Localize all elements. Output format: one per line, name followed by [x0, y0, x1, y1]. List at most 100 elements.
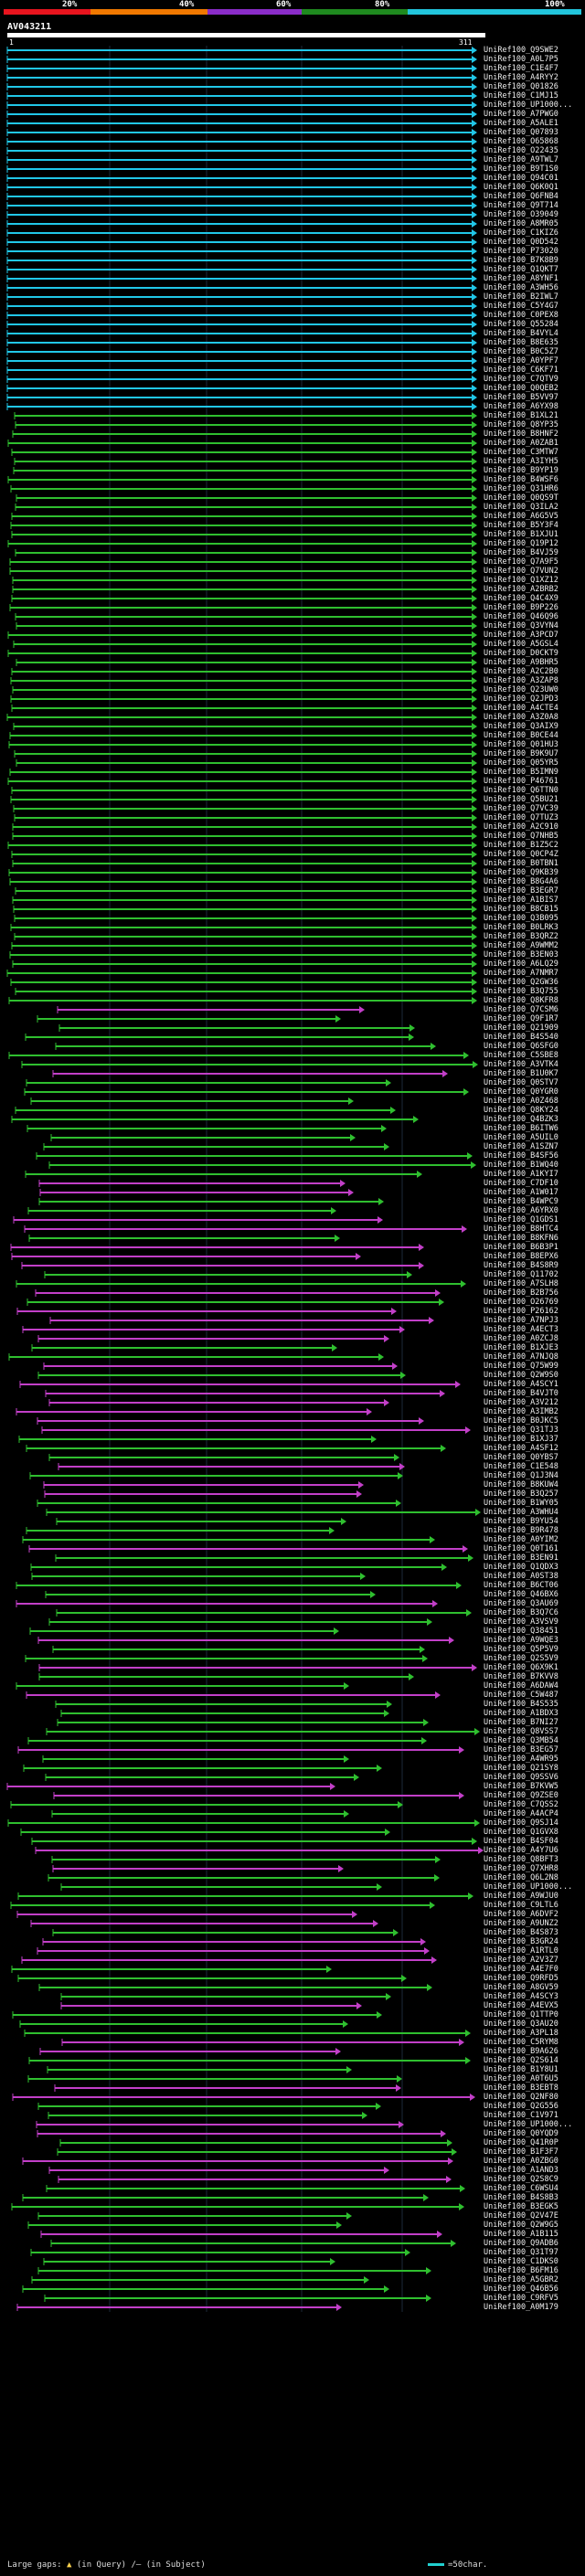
- hit-label[interactable]: UniRef100_A7NMR7: [484, 969, 558, 978]
- hit-label[interactable]: UniRef100_Q1XZ12: [484, 576, 558, 585]
- hit-label[interactable]: UniRef100_B0TBN1: [484, 859, 558, 868]
- hit-label[interactable]: UniRef100_A1W017: [484, 1188, 558, 1197]
- hit-label[interactable]: UniRef100_Q4C4X9: [484, 594, 558, 603]
- hit-label[interactable]: UniRef100_B8KUW4: [484, 1480, 558, 1489]
- hit-label[interactable]: UniRef100_Q2JPD3: [484, 694, 558, 704]
- hit-label[interactable]: UniRef100_A0YPF7: [484, 356, 558, 366]
- hit-label[interactable]: UniRef100_Q3ILA2: [484, 503, 558, 512]
- hit-label[interactable]: UniRef100_Q46BX6: [484, 1590, 558, 1599]
- hit-label[interactable]: UniRef100_B4SF56: [484, 1151, 558, 1161]
- hit-label[interactable]: UniRef100_Q9SSV6: [484, 1773, 558, 1782]
- hit-label[interactable]: UniRef100_B4VJT0: [484, 1389, 558, 1398]
- hit-label[interactable]: UniRef100_Q8YP35: [484, 420, 558, 429]
- hit-label[interactable]: UniRef100_A0Z468: [484, 1097, 558, 1106]
- hit-label[interactable]: UniRef100_A3WHU4: [484, 1508, 558, 1517]
- hit-label[interactable]: UniRef100_C7DF10: [484, 1179, 558, 1188]
- hit-label[interactable]: UniRef100_A0T6U5: [484, 2074, 558, 2083]
- hit-label[interactable]: UniRef100_B4WPC9: [484, 1197, 558, 1206]
- hit-label[interactable]: UniRef100_C6WSU4: [484, 2184, 558, 2193]
- hit-label[interactable]: UniRef100_Q94C01: [484, 174, 558, 183]
- hit-label[interactable]: UniRef100_A6LQ29: [484, 959, 558, 969]
- hit-label[interactable]: UniRef100_A4ECT3: [484, 1325, 558, 1334]
- hit-label[interactable]: UniRef100_Q1TTP0: [484, 2010, 558, 2019]
- hit-label[interactable]: UniRef100_Q1GDS1: [484, 1215, 558, 1224]
- hit-label[interactable]: UniRef100_Q9ADB6: [484, 2239, 558, 2248]
- hit-label[interactable]: UniRef100_B3Q755: [484, 987, 558, 996]
- hit-label[interactable]: UniRef100_B8KFN6: [484, 1234, 558, 1243]
- hit-label[interactable]: UniRef100_B3Q7C6: [484, 1608, 558, 1617]
- hit-label[interactable]: UniRef100_Q75W99: [484, 1362, 558, 1371]
- hit-label[interactable]: UniRef100_A4EVX5: [484, 2001, 558, 2010]
- hit-label[interactable]: UniRef100_A0ST38: [484, 1572, 558, 1581]
- hit-label[interactable]: UniRef100_B5VV97: [484, 393, 558, 402]
- hit-label[interactable]: UniRef100_D0CKT9: [484, 649, 558, 658]
- hit-label[interactable]: UniRef100_Q7VC39: [484, 804, 558, 813]
- hit-label[interactable]: UniRef100_P46761: [484, 777, 558, 786]
- hit-label[interactable]: UniRef100_Q31HR6: [484, 484, 558, 493]
- hit-label[interactable]: UniRef100_B1WQ40: [484, 1161, 558, 1170]
- hit-label[interactable]: UniRef100_A6G5V5: [484, 512, 558, 521]
- hit-label[interactable]: UniRef100_B1Y8U1: [484, 2065, 558, 2074]
- hit-label[interactable]: UniRef100_Q0CP4Z: [484, 850, 558, 859]
- hit-label[interactable]: UniRef100_A4E7F0: [484, 1965, 558, 1974]
- hit-label[interactable]: UniRef100_B3EG57: [484, 1745, 558, 1754]
- hit-label[interactable]: UniRef100_P26162: [484, 1307, 558, 1316]
- hit-label[interactable]: UniRef100_C5RYM8: [484, 2038, 558, 2047]
- hit-label[interactable]: UniRef100_B5IMN9: [484, 768, 558, 777]
- hit-label[interactable]: UniRef100_Q5BU21: [484, 795, 558, 804]
- hit-label[interactable]: UniRef100_Q05YR5: [484, 758, 558, 768]
- hit-label[interactable]: UniRef100_A4SCY1: [484, 1380, 558, 1389]
- hit-label[interactable]: UniRef100_B8EPX6: [484, 1252, 558, 1261]
- hit-label[interactable]: UniRef100_A1KYI7: [484, 1170, 558, 1179]
- hit-label[interactable]: UniRef100_B8G4A6: [484, 877, 558, 886]
- hit-label[interactable]: UniRef100_B1Z5C2: [484, 841, 558, 850]
- hit-label[interactable]: UniRef100_A9WMM2: [484, 941, 558, 950]
- hit-label[interactable]: UniRef100_B9R478: [484, 1526, 558, 1535]
- hit-label[interactable]: UniRef100_Q38451: [484, 1627, 558, 1636]
- hit-label[interactable]: UniRef100_Q1QDX3: [484, 1563, 558, 1572]
- hit-label[interactable]: UniRef100_Q6FNB4: [484, 192, 558, 201]
- hit-label[interactable]: UniRef100_B3EN91: [484, 1553, 558, 1563]
- hit-label[interactable]: UniRef100_B1WY05: [484, 1499, 558, 1508]
- hit-label[interactable]: UniRef100_B1U0K7: [484, 1069, 558, 1078]
- hit-label[interactable]: UniRef100_A0ZCJ8: [484, 1334, 558, 1343]
- hit-label[interactable]: UniRef100_B4S873: [484, 1928, 558, 1937]
- hit-label[interactable]: UniRef100_B9YU54: [484, 1517, 558, 1526]
- hit-label[interactable]: UniRef100_Q0YGR0: [484, 1087, 558, 1097]
- hit-label[interactable]: UniRef100_A6YRX0: [484, 1206, 558, 1215]
- hit-label[interactable]: UniRef100_A3VTK4: [484, 1060, 558, 1069]
- hit-label[interactable]: UniRef100_Q9SJ14: [484, 1818, 558, 1828]
- hit-label[interactable]: UniRef100_A3V212: [484, 1398, 558, 1407]
- hit-label[interactable]: UniRef100_B3QRZ2: [484, 932, 558, 941]
- hit-label[interactable]: UniRef100_B3EGK5: [484, 2202, 558, 2211]
- hit-label[interactable]: UniRef100_Q9F1R7: [484, 1014, 558, 1023]
- hit-label[interactable]: UniRef100_Q6TTN0: [484, 786, 558, 795]
- hit-label[interactable]: UniRef100_C9RFV5: [484, 2294, 558, 2303]
- hit-label[interactable]: UniRef100_Q7TUZ3: [484, 813, 558, 822]
- hit-label[interactable]: UniRef100_UP1000...: [484, 2120, 573, 2129]
- hit-label[interactable]: UniRef100_B3GR24: [484, 1937, 558, 1946]
- hit-label[interactable]: UniRef100_B9T1S0: [484, 164, 558, 174]
- hit-label[interactable]: UniRef100_C1E548: [484, 1462, 558, 1471]
- hit-label[interactable]: UniRef100_Q2G556: [484, 2102, 558, 2111]
- hit-label[interactable]: UniRef100_Q6L2N8: [484, 1873, 558, 1882]
- hit-label[interactable]: UniRef100_Q6X9K1: [484, 1663, 558, 1672]
- hit-label[interactable]: UniRef100_C3MTW7: [484, 448, 558, 457]
- hit-label[interactable]: UniRef100_B9YP19: [484, 466, 558, 475]
- hit-label[interactable]: UniRef100_B3EGR7: [484, 886, 558, 896]
- hit-label[interactable]: UniRef100_A0ZBG0: [484, 2157, 558, 2166]
- hit-label[interactable]: UniRef100_Q01826: [484, 82, 558, 91]
- hit-label[interactable]: UniRef100_C7QSS2: [484, 1800, 558, 1809]
- hit-label[interactable]: UniRef100_C5W487: [484, 1691, 558, 1700]
- hit-label[interactable]: UniRef100_A5ALE1: [484, 119, 558, 128]
- hit-label[interactable]: UniRef100_A4SCY3: [484, 1992, 558, 2001]
- hit-label[interactable]: UniRef100_O39049: [484, 210, 558, 219]
- hit-label[interactable]: UniRef100_A6YX98: [484, 402, 558, 411]
- hit-label[interactable]: UniRef100_A6DVF2: [484, 1910, 558, 1919]
- hit-label[interactable]: UniRef100_Q21SY8: [484, 1764, 558, 1773]
- hit-label[interactable]: UniRef100_A4RYY2: [484, 73, 558, 82]
- hit-label[interactable]: UniRef100_P73020: [484, 247, 558, 256]
- hit-label[interactable]: UniRef100_A3IYH5: [484, 457, 558, 466]
- hit-label[interactable]: UniRef100_Q55284: [484, 320, 558, 329]
- hit-label[interactable]: UniRef100_Q7A9F5: [484, 557, 558, 567]
